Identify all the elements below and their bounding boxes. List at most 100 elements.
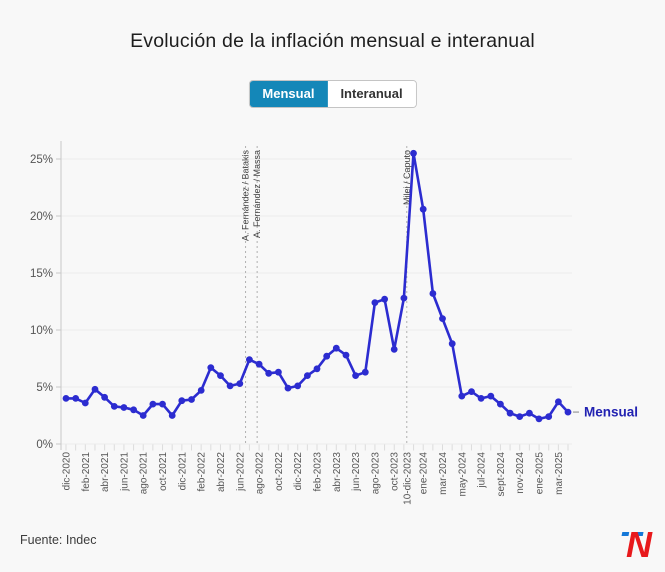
x-axis-label: dic-2021 (177, 452, 188, 491)
y-axis-label: 5% (36, 382, 53, 394)
data-point (72, 395, 80, 402)
series-end-label: Mensual (584, 405, 638, 420)
x-axis-label: sept-2024 (496, 452, 507, 497)
annotation-label: Milei / Caputo (402, 150, 412, 205)
data-point (468, 388, 475, 395)
data-point (101, 393, 108, 401)
y-axis-label: 25% (30, 154, 53, 166)
data-point (91, 385, 99, 393)
data-point (236, 380, 244, 387)
data-point (294, 382, 302, 390)
data-point (81, 399, 89, 407)
data-point (429, 290, 437, 297)
x-axis-label: jun-2023 (351, 452, 362, 492)
data-point (448, 340, 456, 348)
x-axis-label: mar-2025 (554, 452, 565, 495)
x-axis-label: ago-2023 (370, 452, 381, 495)
data-point (390, 346, 398, 353)
data-point (371, 299, 379, 306)
data-point (62, 395, 70, 402)
data-point (139, 412, 147, 419)
data-point (361, 368, 369, 376)
data-point (178, 397, 186, 405)
data-point (168, 412, 176, 419)
data-point (197, 387, 205, 394)
data-point (159, 400, 166, 408)
data-point (304, 372, 311, 379)
series-line (64, 152, 570, 421)
data-point (332, 344, 340, 352)
data-point (506, 409, 514, 417)
tn-logo-letter-n: N (626, 524, 652, 565)
data-point (120, 404, 128, 411)
y-axis-label: 10% (30, 325, 53, 337)
data-point (352, 372, 359, 379)
source-text: Fuente: Indec (20, 533, 97, 547)
x-axis-label: ago-2022 (255, 452, 266, 495)
data-point (149, 400, 157, 408)
x-axis-label: jul-2024 (477, 452, 488, 489)
x-axis-label: jun-2021 (119, 452, 130, 492)
x-axis-label: ago-2021 (139, 452, 150, 495)
data-point (313, 365, 321, 373)
x-axis-label: feb-2023 (313, 452, 324, 492)
data-point (381, 295, 388, 303)
data-point (217, 372, 224, 379)
x-axis-label: ene-2025 (535, 452, 546, 495)
x-axis-label: abr-2022 (216, 452, 227, 492)
annotation-label: A. Fernández / Massa (252, 150, 262, 238)
data-point (275, 368, 282, 376)
data-point (555, 398, 562, 406)
data-point (410, 149, 417, 157)
y-axis-label: 20% (30, 211, 53, 223)
data-point (535, 415, 543, 423)
view-toggle: Mensual Interanual (248, 80, 417, 108)
data-point (342, 351, 350, 359)
data-point (526, 409, 533, 417)
data-point (545, 413, 553, 420)
data-point (284, 384, 292, 392)
data-point (477, 395, 485, 402)
data-point (246, 356, 253, 363)
x-axis-label: may-2024 (457, 452, 468, 497)
x-axis-label: oct-2023 (390, 452, 401, 491)
data-point (255, 360, 263, 368)
tn-logo-letter-t: T (619, 524, 641, 565)
data-point (458, 392, 466, 400)
x-axis-label: feb-2022 (197, 452, 208, 492)
data-point (419, 205, 427, 213)
x-axis-label: nov-2024 (515, 452, 526, 494)
data-point (110, 403, 118, 410)
y-axis-label: 15% (30, 268, 53, 280)
page-title: Evolución de la inflación mensual e inte… (130, 30, 535, 52)
x-axis-label: mar-2024 (438, 452, 449, 495)
data-point (188, 396, 195, 403)
x-axis-label: jun-2022 (235, 452, 246, 492)
data-point (130, 406, 138, 414)
data-point (226, 382, 234, 390)
annotation-label: A. Fernández / Batakis (241, 150, 251, 242)
data-point (323, 352, 331, 360)
data-point (564, 408, 572, 416)
x-axis-label: oct-2021 (158, 452, 169, 491)
x-axis-label: abr-2023 (332, 452, 343, 492)
x-axis-label: oct-2022 (274, 452, 285, 491)
data-point (497, 400, 504, 408)
tn-logo: TN (619, 527, 652, 563)
data-point (400, 294, 408, 302)
data-point (265, 369, 273, 377)
tab-mensual[interactable]: Mensual (249, 81, 328, 107)
data-point (207, 364, 215, 371)
x-axis-label: dic-2022 (293, 452, 304, 491)
data-point (516, 413, 524, 420)
x-axis-label: 10-dic-2023 (402, 452, 413, 505)
x-axis-label: feb-2021 (81, 452, 92, 492)
data-point (487, 392, 495, 400)
y-axis-label: 0% (36, 439, 53, 451)
tab-interanual[interactable]: Interanual (327, 81, 416, 107)
x-axis-label: dic-2020 (62, 452, 73, 491)
x-axis-label: ene-2024 (419, 452, 430, 495)
x-axis-label: abr-2021 (100, 452, 111, 492)
